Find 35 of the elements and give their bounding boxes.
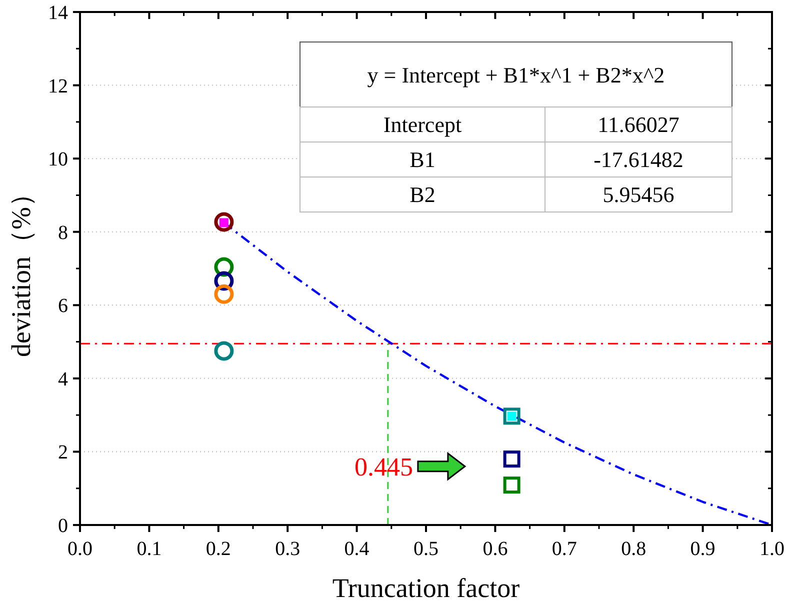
point [214,341,234,361]
annotation: -17.61482 [594,147,684,172]
y-tick-label: 0 [58,515,68,537]
x-tick-label: 0.8 [621,538,646,560]
annotation: B1 [410,147,436,172]
y-tick-label: 8 [58,222,68,244]
point [503,408,520,425]
x-tick-label: 0.3 [275,538,300,560]
annotation: y = Intercept + B1*x^1 + B2*x^2 [367,62,665,88]
point [503,450,520,468]
y-tick-label: 14 [48,2,68,24]
x-tick-label: 0.9 [690,538,716,560]
x-tick-label: 0.5 [414,538,438,560]
x-tick-label: 0.1 [136,538,162,560]
x-axis-title: Truncation factor [332,573,520,603]
x-tick-label: 0.0 [68,538,92,560]
x-tick-label: 0.7 [552,538,577,560]
point [214,284,234,304]
annotation: 5.95456 [602,182,674,207]
annotation: Intercept [383,112,462,137]
point [214,212,234,232]
x-tick-label: 1.0 [760,538,784,560]
y-tick-label: 12 [48,75,68,98]
annotation: B2 [410,182,436,207]
y-tick-label: 2 [58,442,68,464]
ref-line-label: 0.445 [354,452,413,482]
x-tick-label: 0.4 [344,538,370,560]
x-tick-label: 0.2 [206,538,231,560]
annotation: 11.66027 [598,112,680,137]
y-tick-label: 10 [48,148,68,171]
point [503,476,520,494]
x-tick-label: 0.6 [482,538,508,560]
y-tick-label: 6 [58,295,68,318]
y-tick-label: 4 [58,368,68,390]
y-axis-title: deviation（%） [6,180,36,357]
